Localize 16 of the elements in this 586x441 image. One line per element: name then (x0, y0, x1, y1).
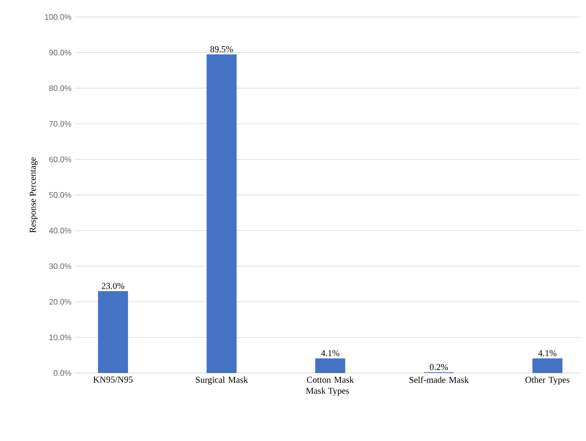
bar (315, 358, 346, 373)
bar (98, 291, 128, 373)
data-label: 89.5% (210, 46, 233, 52)
x-tick-label: Cotton Mask (306, 376, 354, 383)
bar (532, 358, 562, 373)
x-tick-label: Other Types (525, 376, 570, 385)
data-label: 23.0% (102, 282, 124, 289)
x-tick-label: KN95/N95 (93, 376, 133, 383)
data-label: 4.1% (538, 350, 556, 356)
bar (206, 54, 237, 373)
x-tick-label: Surgical Mask (196, 376, 248, 385)
data-label: 4.1% (321, 350, 340, 356)
x-tick-label: Self-made Mask (410, 376, 469, 383)
data-label: 0.2% (430, 364, 448, 370)
y-axis-title: Response Percentage (30, 157, 38, 233)
x-axis-title: Mask Types (306, 388, 349, 396)
